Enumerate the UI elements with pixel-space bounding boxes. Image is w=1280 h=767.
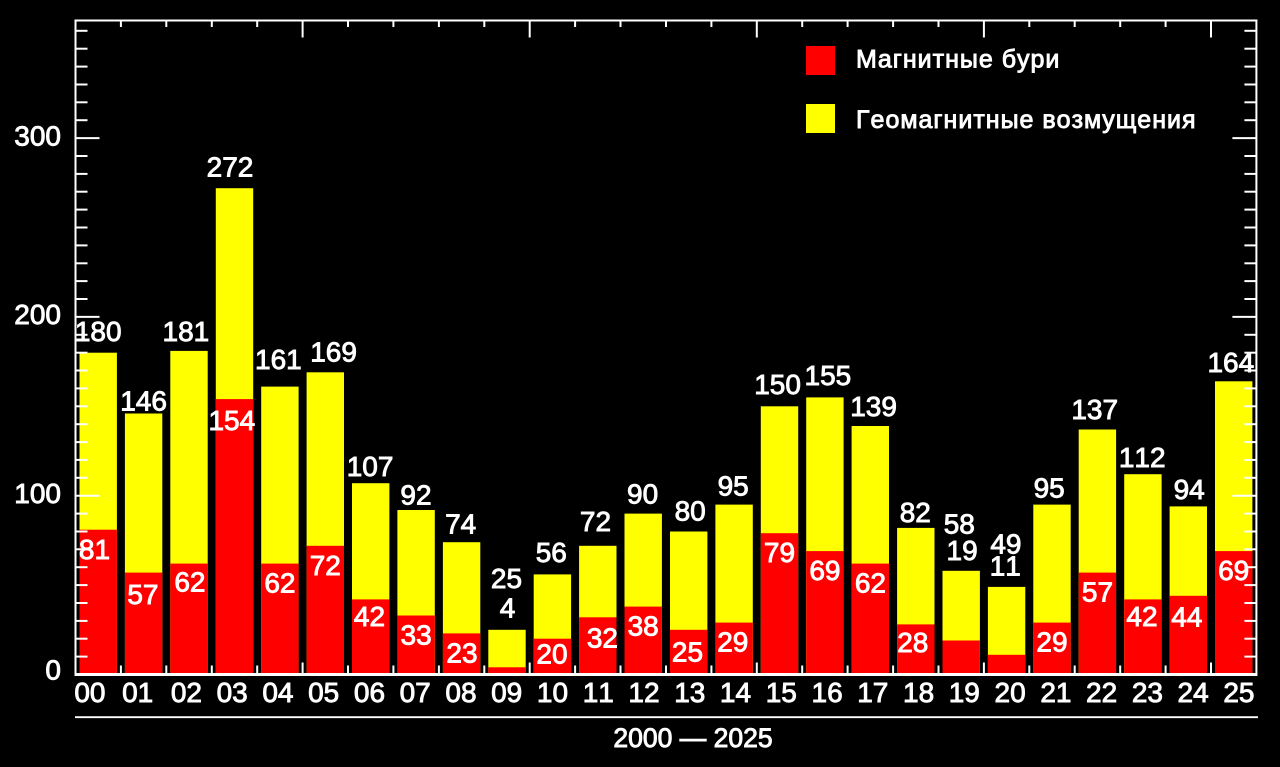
- svg-text:57: 57: [127, 579, 158, 610]
- svg-text:107: 107: [347, 451, 394, 482]
- svg-text:56: 56: [536, 537, 567, 568]
- svg-text:62: 62: [174, 567, 205, 598]
- svg-text:57: 57: [1082, 577, 1113, 608]
- svg-text:Магнитные бури: Магнитные бури: [856, 46, 1060, 74]
- svg-text:49: 49: [990, 528, 1021, 559]
- svg-text:17: 17: [857, 677, 888, 708]
- svg-text:18: 18: [903, 677, 934, 708]
- svg-text:14: 14: [720, 677, 751, 708]
- svg-text:72: 72: [310, 550, 341, 581]
- svg-text:01: 01: [122, 677, 153, 708]
- svg-text:4: 4: [500, 592, 516, 623]
- svg-text:19: 19: [947, 535, 978, 566]
- svg-text:05: 05: [308, 677, 339, 708]
- svg-text:100: 100: [14, 478, 61, 509]
- svg-text:03: 03: [217, 677, 248, 708]
- svg-text:23: 23: [446, 637, 477, 668]
- svg-text:08: 08: [445, 677, 476, 708]
- svg-text:58: 58: [944, 508, 975, 539]
- svg-text:80: 80: [675, 496, 706, 527]
- svg-text:72: 72: [580, 506, 611, 537]
- svg-text:2000 — 2025: 2000 — 2025: [613, 723, 772, 753]
- svg-text:10: 10: [537, 677, 568, 708]
- svg-text:69: 69: [809, 555, 840, 586]
- svg-text:82: 82: [900, 497, 931, 528]
- svg-text:300: 300: [14, 120, 61, 151]
- svg-text:200: 200: [14, 299, 61, 330]
- svg-text:95: 95: [718, 471, 749, 502]
- svg-text:19: 19: [949, 677, 980, 708]
- svg-text:00: 00: [74, 677, 105, 708]
- svg-text:09: 09: [491, 677, 522, 708]
- svg-text:23: 23: [1132, 677, 1163, 708]
- svg-text:38: 38: [628, 611, 659, 642]
- svg-text:69: 69: [1218, 555, 1249, 586]
- svg-text:29: 29: [1036, 627, 1067, 658]
- svg-text:137: 137: [1071, 394, 1118, 425]
- svg-text:180: 180: [75, 316, 122, 347]
- svg-text:11: 11: [990, 550, 1021, 581]
- svg-text:42: 42: [1126, 601, 1157, 632]
- svg-text:24: 24: [1178, 677, 1209, 708]
- svg-text:150: 150: [754, 369, 801, 400]
- svg-text:22: 22: [1086, 677, 1117, 708]
- svg-text:20: 20: [995, 677, 1026, 708]
- svg-text:16: 16: [812, 677, 843, 708]
- svg-text:74: 74: [445, 509, 476, 540]
- svg-text:92: 92: [400, 480, 431, 511]
- svg-text:155: 155: [805, 360, 852, 391]
- svg-text:29: 29: [717, 627, 748, 658]
- svg-text:62: 62: [264, 568, 295, 599]
- svg-text:21: 21: [1040, 677, 1071, 708]
- svg-text:33: 33: [401, 620, 432, 651]
- svg-text:07: 07: [400, 677, 431, 708]
- svg-text:25: 25: [672, 637, 703, 668]
- svg-text:44: 44: [1171, 601, 1202, 632]
- svg-text:25: 25: [1223, 677, 1254, 708]
- svg-text:42: 42: [354, 601, 385, 632]
- svg-text:62: 62: [855, 568, 886, 599]
- svg-text:13: 13: [674, 677, 705, 708]
- svg-text:32: 32: [587, 623, 618, 654]
- svg-text:25: 25: [491, 563, 522, 594]
- svg-text:146: 146: [120, 385, 167, 416]
- svg-text:11: 11: [583, 677, 614, 708]
- svg-text:15: 15: [766, 677, 797, 708]
- svg-text:272: 272: [207, 152, 254, 183]
- svg-text:79: 79: [764, 537, 795, 568]
- svg-text:0: 0: [45, 654, 61, 685]
- svg-text:95: 95: [1034, 473, 1065, 504]
- svg-text:139: 139: [850, 391, 897, 422]
- svg-text:81: 81: [79, 534, 110, 565]
- svg-text:169: 169: [310, 336, 357, 367]
- svg-text:161: 161: [255, 344, 302, 375]
- svg-text:94: 94: [1174, 474, 1205, 505]
- svg-text:12: 12: [628, 677, 659, 708]
- svg-text:Геомагнитные возмущения: Геомагнитные возмущения: [856, 106, 1197, 134]
- svg-text:04: 04: [262, 677, 293, 708]
- svg-text:181: 181: [163, 316, 210, 347]
- svg-text:28: 28: [897, 627, 928, 658]
- svg-text:20: 20: [536, 638, 567, 669]
- svg-text:90: 90: [627, 478, 658, 509]
- svg-text:02: 02: [171, 677, 202, 708]
- svg-text:06: 06: [354, 677, 385, 708]
- svg-text:154: 154: [208, 405, 255, 436]
- svg-text:112: 112: [1119, 442, 1166, 473]
- svg-text:164: 164: [1207, 347, 1254, 378]
